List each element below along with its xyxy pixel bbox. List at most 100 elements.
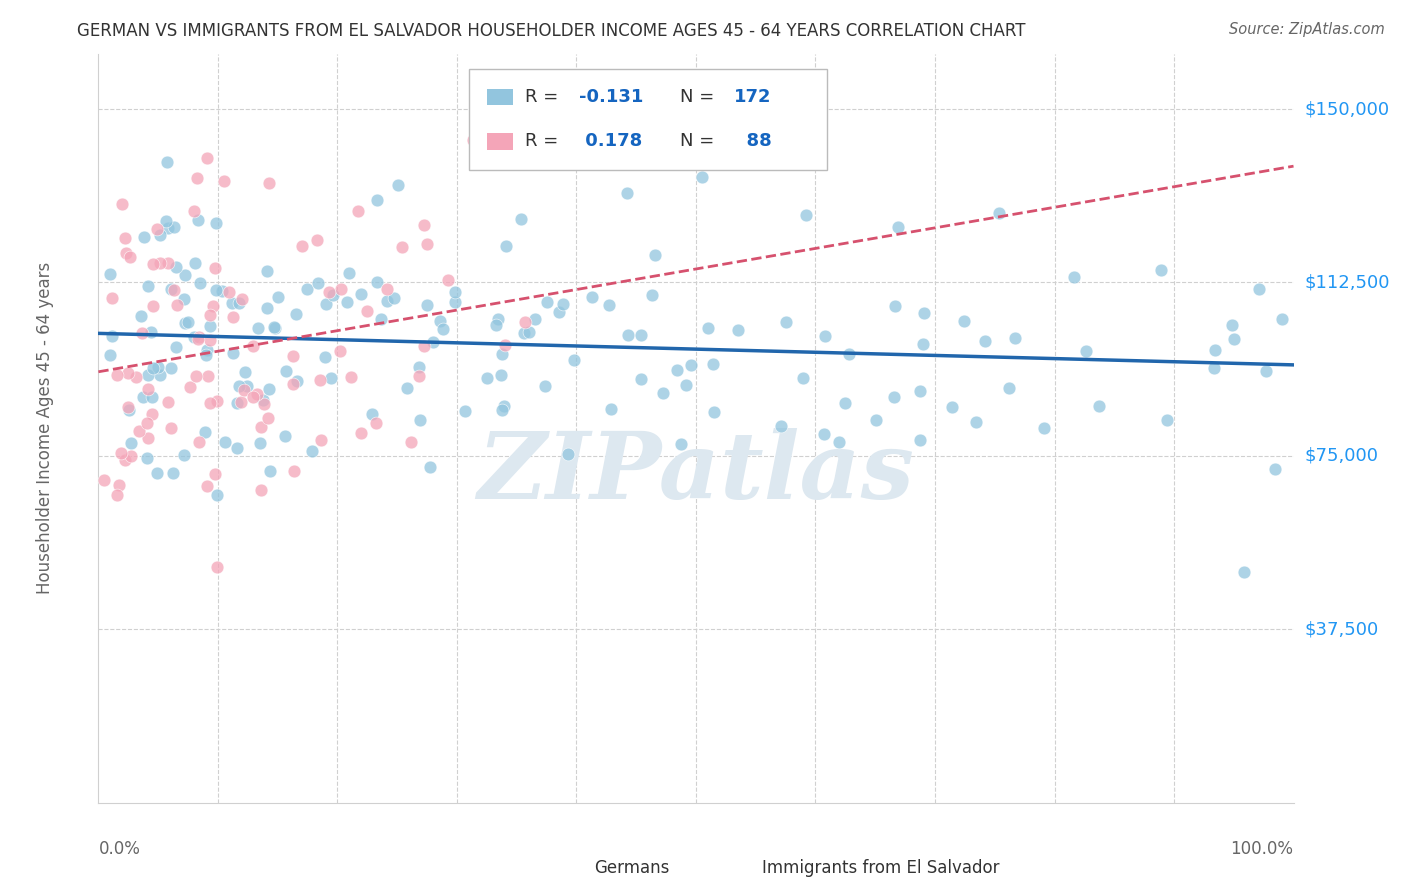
Point	[1264, 461, 1286, 475]
Point	[156, 221, 179, 235]
Point	[796, 208, 818, 222]
Point	[581, 290, 603, 304]
Point	[145, 466, 167, 480]
Point	[408, 359, 430, 374]
Point	[1087, 399, 1109, 413]
Point	[1254, 364, 1277, 378]
Text: $112,500: $112,500	[1305, 274, 1391, 292]
Point	[814, 329, 837, 343]
Point	[110, 446, 132, 460]
Point	[494, 400, 516, 414]
Text: Immigrants from El Salvador: Immigrants from El Salvador	[762, 859, 1000, 877]
Point	[136, 278, 159, 293]
Point	[129, 310, 152, 324]
Point	[100, 329, 122, 343]
Point	[305, 233, 328, 247]
Text: 0.0%: 0.0%	[98, 840, 141, 858]
Point	[1063, 270, 1085, 285]
Point	[375, 282, 398, 296]
Point	[267, 290, 290, 304]
Point	[205, 488, 228, 502]
Point	[770, 419, 793, 434]
Point	[146, 359, 169, 374]
Text: -0.131: -0.131	[579, 87, 643, 106]
Text: $75,000: $75,000	[1305, 447, 1379, 465]
Point	[252, 397, 274, 411]
Point	[186, 171, 208, 186]
Point	[281, 349, 304, 363]
Point	[297, 281, 319, 295]
Point	[201, 299, 224, 313]
Point	[547, 305, 569, 319]
Point	[513, 326, 536, 340]
Point	[142, 299, 165, 313]
Point	[454, 404, 477, 418]
Point	[165, 260, 187, 274]
Point	[828, 435, 851, 450]
Point	[953, 314, 976, 328]
Point	[908, 433, 931, 447]
Point	[391, 240, 413, 254]
Point	[965, 415, 987, 429]
Point	[912, 306, 935, 320]
Point	[1156, 413, 1178, 427]
Point	[562, 353, 585, 368]
Text: $150,000: $150,000	[1305, 100, 1389, 118]
Point	[117, 400, 139, 414]
Point	[309, 373, 332, 387]
Text: N =: N =	[681, 87, 720, 106]
Point	[132, 230, 155, 244]
Point	[259, 464, 281, 478]
Point	[630, 372, 652, 386]
Point	[444, 294, 467, 309]
Point	[141, 407, 163, 421]
Point	[669, 437, 692, 451]
Point	[461, 133, 484, 147]
Point	[336, 295, 359, 310]
Point	[256, 301, 278, 315]
Point	[218, 285, 240, 300]
Point	[173, 292, 195, 306]
Point	[200, 308, 222, 322]
Point	[195, 479, 218, 493]
Point	[838, 347, 860, 361]
Point	[222, 310, 245, 325]
Point	[149, 368, 172, 382]
Point	[93, 474, 115, 488]
FancyBboxPatch shape	[486, 88, 513, 105]
Point	[139, 325, 162, 339]
Point	[1004, 331, 1026, 345]
Point	[651, 385, 673, 400]
Point	[114, 230, 136, 244]
Point	[517, 325, 540, 339]
Text: R =: R =	[524, 87, 564, 106]
Point	[184, 255, 207, 269]
Point	[557, 447, 579, 461]
Point	[105, 368, 128, 383]
Point	[813, 426, 835, 441]
Point	[998, 381, 1021, 395]
Point	[988, 205, 1011, 219]
Point	[174, 268, 197, 282]
Point	[1074, 343, 1097, 358]
Point	[142, 257, 165, 271]
Text: 100.0%: 100.0%	[1230, 840, 1294, 858]
Point	[264, 320, 287, 334]
Text: Germans: Germans	[595, 859, 669, 877]
Point	[413, 219, 436, 233]
Point	[136, 382, 159, 396]
Point	[205, 394, 228, 409]
Point	[198, 318, 221, 333]
Point	[911, 336, 934, 351]
Point	[252, 392, 274, 407]
Point	[157, 394, 180, 409]
Point	[696, 321, 718, 335]
FancyBboxPatch shape	[720, 857, 756, 880]
Point	[274, 428, 297, 442]
Point	[666, 363, 689, 377]
Point	[165, 340, 187, 354]
Point	[197, 368, 219, 383]
Point	[347, 203, 370, 218]
Point	[443, 285, 465, 300]
Point	[475, 371, 498, 385]
